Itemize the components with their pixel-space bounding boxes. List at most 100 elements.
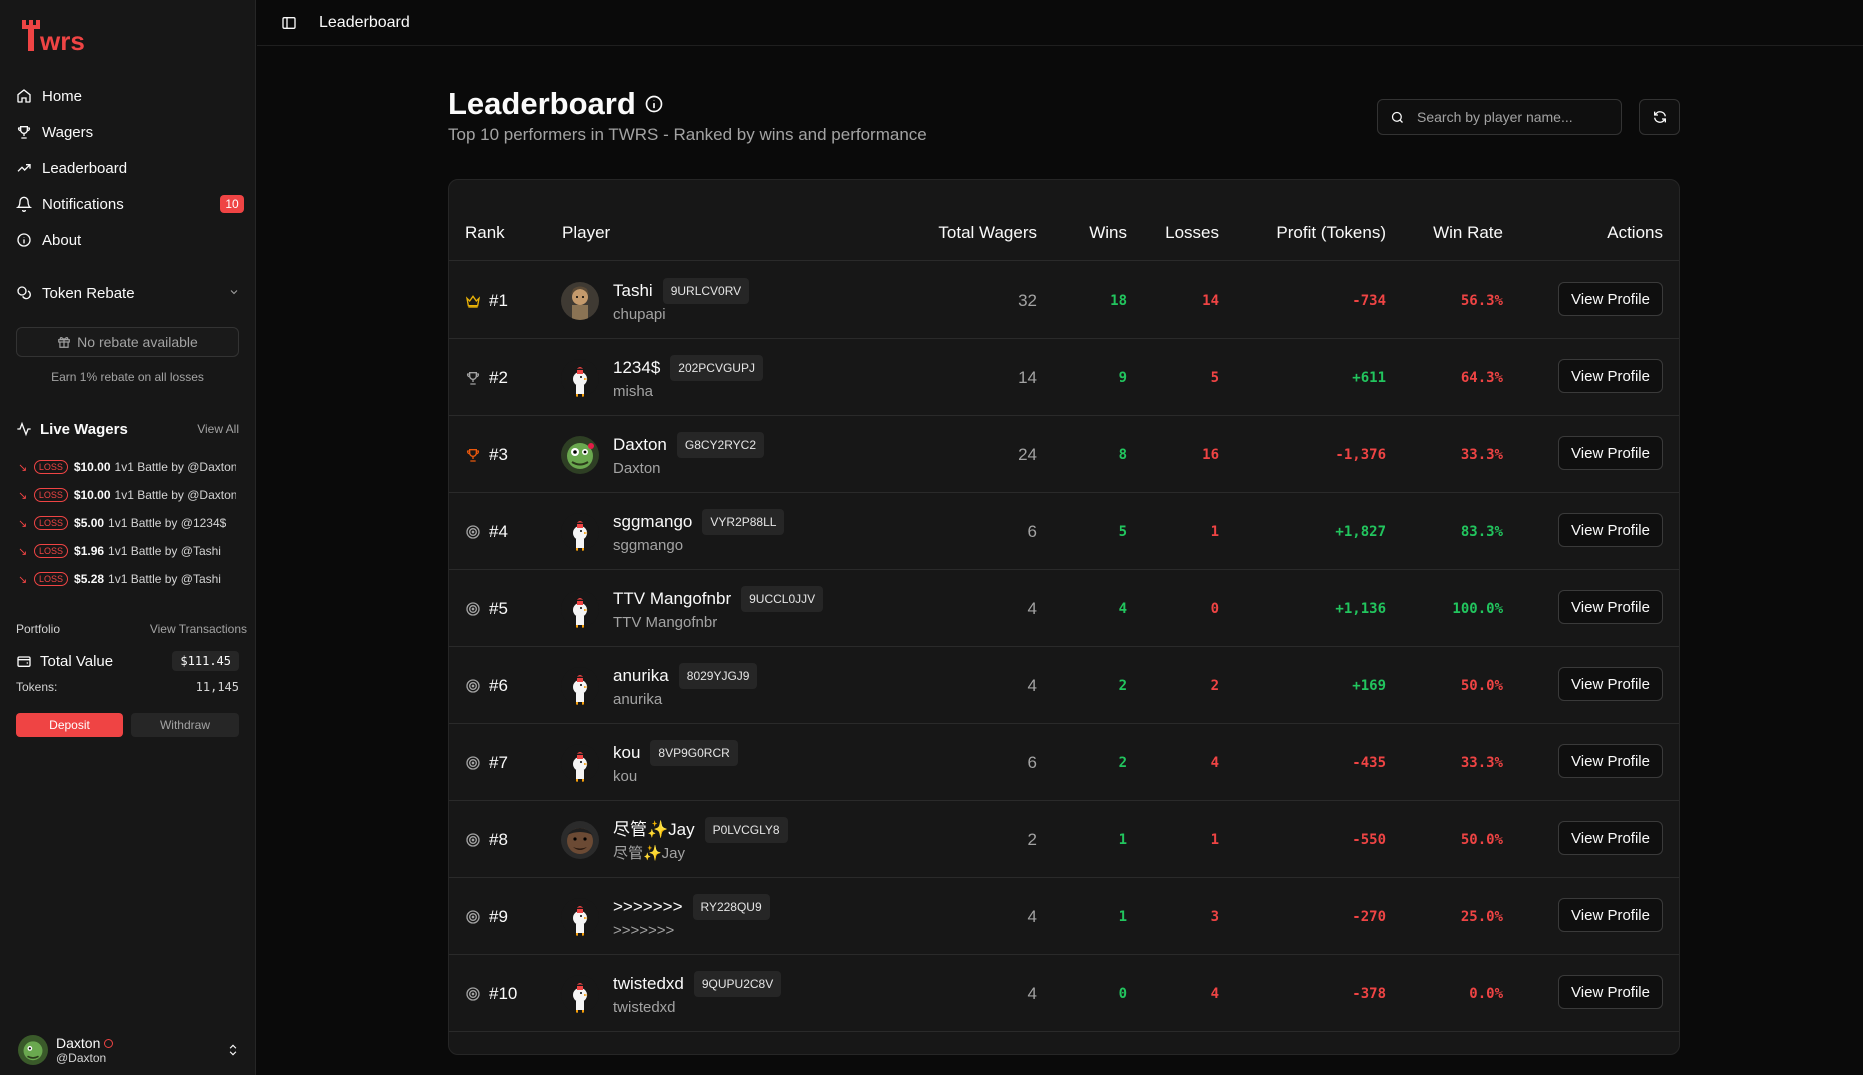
total-value-label: Total Value [40, 652, 114, 670]
wins-cell: 18 [1110, 292, 1127, 309]
player-cell: Tashi 9URLCV0RV chupapi [561, 262, 750, 339]
rank-label: #9 [489, 906, 508, 926]
sidebar-item-leaderboard[interactable]: Leaderboard [8, 150, 248, 186]
tokens-label: Tokens: [16, 680, 58, 694]
table-row: #4 sggmango VYR2P88LL sggmango 6 5 1 +1,827 83.3… [449, 493, 1679, 570]
player-handle: TTV Mangofnbr [613, 613, 718, 631]
view-profile-button[interactable]: View Profile [1558, 898, 1663, 932]
win-rate-cell: 33.3% [1460, 446, 1503, 463]
rank-cell: #9 [465, 878, 508, 955]
player-cell: 尽管✨Jay P0LVCGLY8 尽管✨Jay [561, 801, 788, 878]
profit-cell: +1,136 [1335, 600, 1386, 617]
total-wagers-cell: 4 [1027, 675, 1037, 695]
total-value-row: Total Value $111.45 [16, 651, 247, 671]
gift-icon [58, 337, 71, 348]
view-profile-button[interactable]: View Profile [1558, 359, 1663, 393]
live-wagers-view-all-link[interactable]: View All [197, 422, 239, 436]
refresh-button[interactable] [1639, 99, 1680, 135]
col-player: Player [562, 223, 611, 242]
twrs-logo[interactable]: wrs [20, 20, 112, 56]
sidebar-item-home[interactable]: Home [8, 78, 248, 114]
sidebar-toggle-icon[interactable] [281, 15, 297, 31]
sidebar-item-label: Home [42, 87, 83, 105]
leaderboard-table: Rank Player Total Wagers Wins Losses Pro… [448, 179, 1680, 1055]
live-wager-item[interactable]: ↘ LOSS $5.28 1v1 Battle by @Tashi [18, 565, 236, 593]
wins-cell: 1 [1118, 831, 1127, 848]
player-code-badge: 8VP9G0RCR [650, 739, 738, 766]
losses-cell: 3 [1210, 908, 1219, 925]
live-wager-item[interactable]: ↘ LOSS $10.00 1v1 Battle by @Daxton [18, 481, 236, 509]
trophy-icon [17, 126, 31, 139]
rebate-status-label: No rebate available [77, 334, 198, 350]
breadcrumb: Leaderboard [319, 13, 410, 31]
token-rebate-toggle[interactable]: Token Rebate [16, 282, 240, 304]
info-icon[interactable] [644, 94, 664, 114]
sidebar-item-label: Wagers [42, 123, 94, 141]
rank-cell: #4 [465, 493, 508, 570]
player-handle: misha [613, 382, 654, 400]
tokens-row: Tokens: 11,145 [16, 680, 247, 694]
player-name: twistedxd [613, 973, 684, 993]
target-icon [465, 832, 489, 848]
losses-cell: 2 [1210, 677, 1219, 694]
profit-cell: -378 [1352, 985, 1386, 1002]
coins-icon [17, 286, 31, 300]
total-wagers-cell: 14 [1018, 367, 1037, 387]
avatar [561, 974, 599, 1013]
player-name: kou [613, 742, 641, 762]
chevrons-up-down-icon [229, 1044, 237, 1056]
view-profile-button[interactable]: View Profile [1558, 744, 1663, 778]
deposit-button[interactable]: Deposit [16, 713, 123, 737]
losses-cell: 16 [1202, 446, 1219, 463]
home-icon [17, 89, 31, 103]
refresh-icon [1653, 111, 1666, 123]
sidebar-item-notifications[interactable]: Notifications 10 [8, 186, 248, 222]
view-profile-button[interactable]: View Profile [1558, 821, 1663, 855]
view-profile-button[interactable]: View Profile [1558, 282, 1663, 316]
player-name: 1234$ [613, 357, 661, 377]
player-code-badge: 202PCVGUPJ [670, 354, 763, 381]
losses-cell: 4 [1210, 985, 1219, 1002]
trend-icon [17, 164, 31, 172]
sidebar-item-about[interactable]: About [8, 222, 248, 258]
player-name: >>>>>>> [613, 896, 683, 916]
wager-description: 1v1 Battle by @Daxton [114, 488, 236, 502]
player-cell: kou 8VP9G0RCR kou [561, 724, 738, 801]
user-handle: @Daxton [56, 1051, 107, 1065]
live-wager-item[interactable]: ↘ LOSS $5.00 1v1 Battle by @1234$ [18, 509, 236, 537]
user-name: Daxton [56, 1035, 101, 1051]
view-transactions-link[interactable]: View Transactions [149, 622, 247, 636]
trend-down-icon: ↘ [18, 461, 28, 474]
rank-cell: #2 [465, 339, 508, 416]
view-profile-button[interactable]: View Profile [1558, 513, 1663, 547]
view-profile-button[interactable]: View Profile [1558, 975, 1663, 1009]
live-wager-item[interactable]: ↘ LOSS $10.00 1v1 Battle by @Daxton [18, 453, 236, 481]
win-rate-cell: 50.0% [1460, 677, 1503, 694]
user-menu[interactable]: Daxton @Daxton [18, 1032, 240, 1068]
profit-cell: -734 [1352, 292, 1386, 309]
withdraw-button[interactable]: Withdraw [131, 713, 239, 737]
sidebar-item-label: Notifications [42, 195, 124, 213]
rank-cell: #5 [465, 570, 508, 647]
total-wagers-cell: 2 [1027, 829, 1037, 849]
svg-text:wrs: wrs [39, 26, 85, 54]
wager-amount: $5.00 [74, 516, 105, 530]
sidebar-item-label: About [42, 231, 82, 249]
view-profile-button[interactable]: View Profile [1558, 436, 1663, 470]
rank-label: #10 [489, 983, 518, 1003]
loss-badge: LOSS [34, 516, 69, 530]
total-wagers-cell: 6 [1027, 521, 1037, 541]
live-wager-item[interactable]: ↘ LOSS $1.96 1v1 Battle by @Tashi [18, 537, 236, 565]
loss-badge: LOSS [33, 488, 68, 502]
win-rate-cell: 25.0% [1460, 908, 1503, 925]
search-input[interactable] [1417, 109, 1607, 125]
avatar [561, 897, 599, 936]
view-profile-button[interactable]: View Profile [1558, 590, 1663, 624]
target-icon [465, 755, 489, 771]
sidebar-item-wagers[interactable]: Wagers [8, 114, 248, 150]
wager-description: 1v1 Battle by @1234$ [108, 516, 227, 530]
sidebar-item-label: Leaderboard [42, 159, 128, 177]
view-profile-button[interactable]: View Profile [1558, 667, 1663, 701]
avatar [561, 512, 599, 551]
rebate-status-button[interactable]: No rebate available [16, 327, 239, 357]
